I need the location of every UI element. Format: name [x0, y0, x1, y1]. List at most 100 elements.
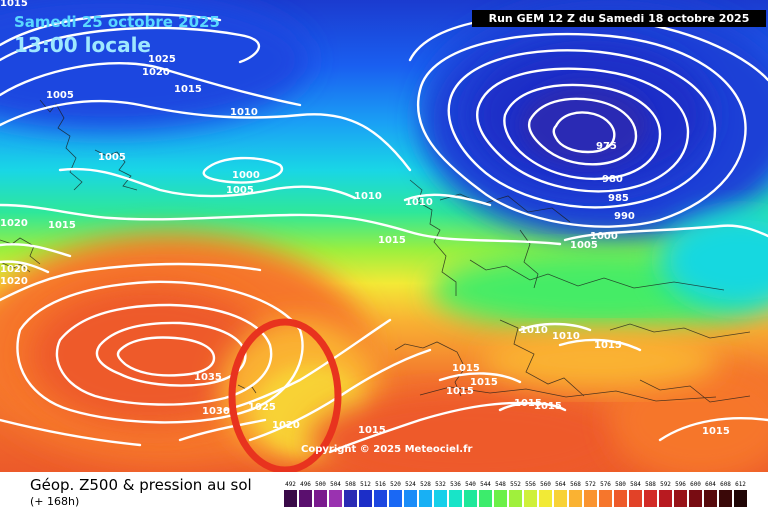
- legend-label: 556: [525, 481, 536, 488]
- isobar-label: 1015: [702, 426, 730, 437]
- legend-swatch: [569, 490, 582, 507]
- isobar-label: 980: [602, 174, 623, 185]
- legend-cell: 608: [719, 480, 732, 510]
- legend-swatch: [584, 490, 597, 507]
- isobar-label: 1015: [594, 340, 622, 351]
- legend-label: 512: [360, 481, 371, 488]
- legend-label: 504: [330, 481, 341, 488]
- legend-label: 532: [435, 481, 446, 488]
- isobar-label: 1015: [174, 84, 202, 95]
- legend-label: 540: [465, 481, 476, 488]
- isobar-label: 1000: [590, 231, 618, 242]
- legend-swatch: [659, 490, 672, 507]
- isobar-label: 1010: [552, 331, 580, 342]
- legend-swatch: [614, 490, 627, 507]
- legend-swatch: [479, 490, 492, 507]
- isobar-label: 1020: [0, 218, 28, 229]
- legend-swatch: [689, 490, 702, 507]
- forecast-map: 1015 1025 1020 1015 1005 1010 1005 1000 …: [0, 0, 768, 472]
- coastlines: [0, 99, 751, 403]
- isobar-label: 1005: [570, 240, 598, 251]
- legend-cell: 536: [449, 480, 462, 510]
- legend-swatch: [434, 490, 447, 507]
- legend-label: 588: [645, 481, 656, 488]
- lead-time: (+ 168h): [30, 495, 80, 508]
- isobar-label: 1015: [470, 377, 498, 388]
- color-scale-legend: 492 496 500 504 508 512 516 520 524 528 532 536 540 5…: [284, 480, 752, 510]
- legend-swatch: [299, 490, 312, 507]
- legend-cell: 572: [584, 480, 597, 510]
- legend-label: 520: [390, 481, 401, 488]
- isobar-label: 1005: [226, 185, 254, 196]
- legend-label: 508: [345, 481, 356, 488]
- footer-bar: Géop. Z500 & pression au sol (+ 168h) 49…: [0, 472, 768, 512]
- isobar-label: 1030: [202, 406, 230, 417]
- legend-cell: 544: [479, 480, 492, 510]
- legend-label: 516: [375, 481, 386, 488]
- isobar-labels: 1015 1025 1020 1015 1005 1010 1005 1000 …: [0, 0, 730, 437]
- legend-swatch: [674, 490, 687, 507]
- legend-cell: 612: [734, 480, 747, 510]
- isobar-label: 1025: [248, 402, 276, 413]
- legend-cell: 568: [569, 480, 582, 510]
- z500-shading: [0, 0, 768, 472]
- legend-cell: 592: [659, 480, 672, 510]
- isobar-label: 1010: [405, 197, 433, 208]
- legend-cell: 600: [689, 480, 702, 510]
- isobar-label: 1015: [0, 0, 28, 9]
- isobar-label: 1020: [0, 264, 28, 275]
- isobar-label: 1015: [358, 425, 386, 436]
- legend-swatch: [719, 490, 732, 507]
- legend-label: 560: [540, 481, 551, 488]
- legend-swatch: [464, 490, 477, 507]
- isobar-label: 1000: [232, 170, 260, 181]
- isobar-label: 1020: [0, 276, 28, 287]
- legend-swatch: [419, 490, 432, 507]
- legend-cell: 580: [614, 480, 627, 510]
- legend-swatch: [524, 490, 537, 507]
- isobar-label: 1015: [378, 235, 406, 246]
- legend-cell: 604: [704, 480, 717, 510]
- legend-label: 584: [630, 481, 641, 488]
- legend-cell: 520: [389, 480, 402, 510]
- legend-cell: 596: [674, 480, 687, 510]
- legend-label: 592: [660, 481, 671, 488]
- legend-label: 524: [405, 481, 416, 488]
- legend-cell: 588: [644, 480, 657, 510]
- legend-swatch: [704, 490, 717, 507]
- legend-label: 572: [585, 481, 596, 488]
- legend-label: 580: [615, 481, 626, 488]
- legend-label: 600: [690, 481, 701, 488]
- legend-label: 500: [315, 481, 326, 488]
- legend-label: 536: [450, 481, 461, 488]
- legend-cell: 508: [344, 480, 357, 510]
- legend-swatch: [734, 490, 747, 507]
- model-run-banner: Run GEM 12 Z du Samedi 18 octobre 2025: [472, 10, 766, 27]
- legend-swatch: [494, 490, 507, 507]
- legend-swatch: [539, 490, 552, 507]
- legend-swatch: [344, 490, 357, 507]
- isobar-label: 1015: [446, 386, 474, 397]
- isobar-label: 1020: [142, 67, 170, 78]
- legend-swatch: [359, 490, 372, 507]
- isobar-label: 1025: [148, 54, 176, 65]
- legend-label: 568: [570, 481, 581, 488]
- legend-cell: 516: [374, 480, 387, 510]
- legend-label: 544: [480, 481, 491, 488]
- legend-swatch: [554, 490, 567, 507]
- legend-label: 576: [600, 481, 611, 488]
- legend-cell: 532: [434, 480, 447, 510]
- legend-swatch: [329, 490, 342, 507]
- legend-cell: 496: [299, 480, 312, 510]
- isobar-label: 985: [608, 193, 629, 204]
- legend-swatch: [374, 490, 387, 507]
- isobar-label: 975: [596, 141, 617, 152]
- isobar-label: 1015: [452, 363, 480, 374]
- legend-swatch: [404, 490, 417, 507]
- isobar-label: 1015: [534, 401, 562, 412]
- legend-label: 548: [495, 481, 506, 488]
- isobar-label: 1015: [514, 398, 542, 409]
- legend-cell: 504: [329, 480, 342, 510]
- legend-cell: 552: [509, 480, 522, 510]
